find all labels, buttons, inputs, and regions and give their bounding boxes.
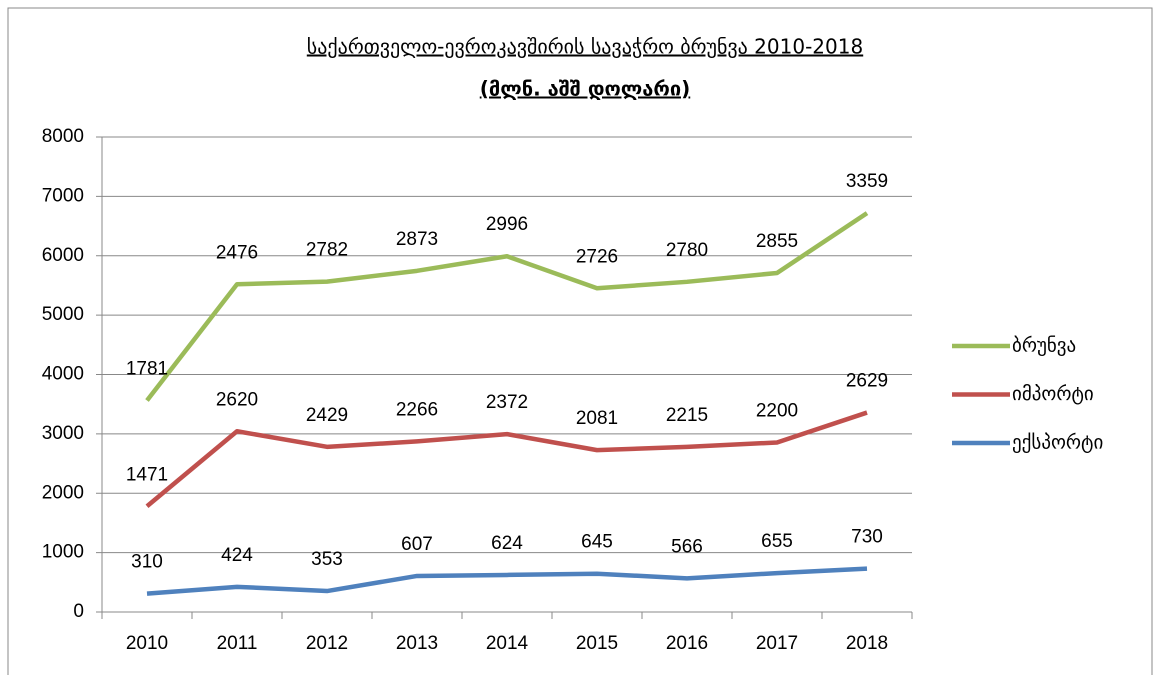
y-tick-label: 7000 — [42, 185, 84, 206]
y-tick-label: 1000 — [42, 542, 84, 563]
data-label: 2215 — [666, 405, 708, 426]
y-tick-label: 4000 — [42, 364, 84, 385]
y-tick-label: 6000 — [42, 245, 84, 266]
x-tick-label: 2018 — [846, 633, 888, 654]
y-tick-label: 8000 — [42, 126, 84, 147]
data-label: 730 — [851, 527, 883, 548]
x-tick-label: 2012 — [306, 633, 348, 654]
x-tick-label: 2017 — [756, 633, 798, 654]
data-label: 2855 — [756, 231, 798, 252]
data-label: 2996 — [486, 214, 528, 235]
data-label: 2266 — [396, 399, 438, 420]
legend-label: ექსპორტი — [1012, 432, 1103, 454]
data-label: 2429 — [306, 405, 348, 426]
data-label: 3359 — [846, 171, 888, 192]
data-label: 2620 — [216, 389, 258, 410]
data-label: 624 — [491, 533, 523, 554]
data-label: 2629 — [846, 371, 888, 392]
data-label: 353 — [311, 549, 343, 570]
y-tick-label: 0 — [73, 601, 84, 622]
chart-frame — [7, 7, 1153, 675]
data-label: 2476 — [216, 242, 258, 263]
x-tick-label: 2013 — [396, 633, 438, 654]
data-label: 2782 — [306, 240, 348, 261]
data-label: 1471 — [126, 464, 168, 485]
data-label: 2200 — [756, 401, 798, 422]
data-label: 645 — [581, 532, 613, 553]
data-label: 2081 — [576, 408, 618, 429]
data-label: 607 — [401, 534, 433, 555]
x-tick-label: 2016 — [666, 633, 708, 654]
data-label: 655 — [761, 531, 793, 552]
data-label: 424 — [221, 545, 253, 566]
x-tick-label: 2015 — [576, 633, 618, 654]
data-label: 2372 — [486, 392, 528, 413]
legend-label: ბრუნვა — [1012, 335, 1076, 357]
series-line — [145, 211, 869, 402]
data-label: 566 — [671, 536, 703, 557]
legend-label: იმპორტი — [1012, 383, 1094, 405]
y-tick-label: 3000 — [42, 423, 84, 444]
chart-subtitle: (მლნ. აშშ დოლარი) — [480, 77, 690, 101]
data-label: 2726 — [576, 246, 618, 267]
y-tick-label: 2000 — [42, 482, 84, 503]
data-label: 310 — [131, 552, 163, 573]
data-label: 1781 — [126, 359, 168, 380]
data-label: 2873 — [396, 229, 438, 250]
x-tick-label: 2014 — [486, 633, 529, 654]
y-tick-label: 5000 — [42, 304, 84, 325]
x-tick-label: 2010 — [126, 633, 168, 654]
series-line — [146, 566, 868, 596]
data-label: 2780 — [666, 240, 708, 261]
chart-title: საქართველო-ევროკავშირის სავაჭრო ბრუნვა 2… — [307, 35, 863, 59]
series-line — [145, 410, 868, 508]
x-tick-label: 2011 — [217, 633, 258, 654]
